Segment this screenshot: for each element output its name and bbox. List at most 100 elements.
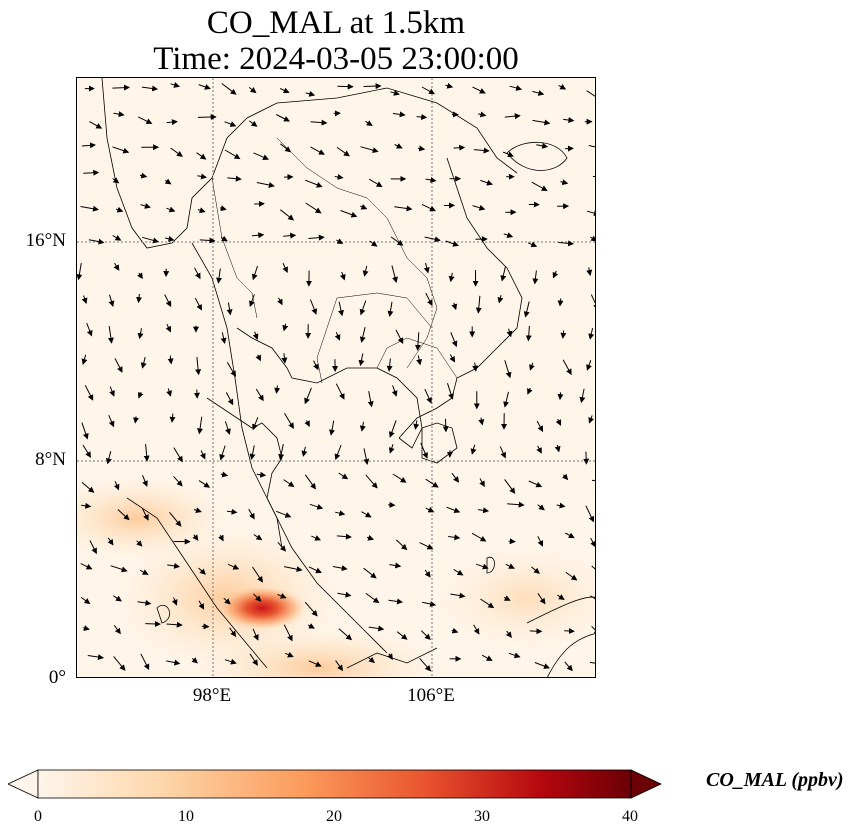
wind-vector [310,146,325,155]
wind-vector [338,301,344,317]
wind-vector [170,147,183,157]
wind-vector [334,174,344,180]
wind-vector [112,234,122,241]
wind-vector [166,206,176,213]
wind-vector [590,235,595,242]
wind-vector [169,511,182,527]
wind-vector [251,232,265,239]
wind-vector [332,565,348,572]
wind-vector [224,121,237,127]
wind-vector [171,597,178,606]
wind-vector [560,179,569,186]
wind-vector [219,445,226,461]
wind-vector [507,501,525,508]
wind-vector [308,566,322,574]
wind-vector [220,235,228,242]
wind-vector [590,595,595,603]
wind-vector [497,294,504,304]
wind-vector [194,267,201,280]
wind-vector [532,90,545,96]
wind-vector [450,592,466,599]
wind-vector [368,625,385,632]
wind-vector [113,625,121,635]
wind-vector [365,120,373,127]
wind-vector [563,117,575,123]
wind-vector [479,478,485,488]
wind-vector [591,479,595,482]
wind-vector [396,631,408,640]
wind-vector [279,209,295,221]
wind-vector [390,236,404,246]
colorbar [8,769,662,799]
wind-vector [89,540,97,555]
lon-label-106e: 106°E [407,685,455,706]
wind-vector [504,479,516,494]
wind-vector [525,325,532,342]
wind-vector [309,299,318,315]
wind-vector [417,145,426,152]
wind-vectors [77,82,595,672]
wind-vector [588,327,595,340]
wind-vector [472,204,486,211]
wind-vector [301,446,308,457]
wind-vector [308,234,325,241]
wind-vector [141,85,159,92]
wind-vector [284,566,303,573]
wind-vector [366,534,375,541]
wind-vector [81,142,96,149]
wind-vector [504,360,512,379]
wind-vector [252,628,259,641]
wind-vector [274,385,281,394]
wind-vector [256,471,267,478]
wind-vector [173,475,183,487]
wind-vector [531,181,548,191]
wind-vector [139,172,148,179]
wind-vector [84,384,94,401]
wind-vector [226,362,237,377]
wind-vector [480,598,495,609]
wind-vector [537,536,544,547]
wind-vector [448,272,455,283]
colorbar-label: CO_MAL (ppbv) [706,769,844,791]
wind-vector [167,355,174,365]
wind-vector [386,358,393,372]
wind-vector [216,268,223,284]
wind-vector [367,391,374,408]
wind-vector [363,83,382,90]
wind-vector [555,418,562,426]
wind-vector [305,202,322,214]
wind-vector [448,534,461,541]
colorbar-max-extend [630,769,662,799]
wind-vector [421,86,435,95]
wind-vector [449,354,456,363]
wind-vector [142,236,159,244]
wind-vector [451,302,458,311]
wind-vector [419,542,434,550]
wind-vector [361,511,372,518]
wind-vector [225,392,234,406]
wind-vector [170,82,180,88]
wind-vector [586,90,595,97]
wind-vector [391,265,398,283]
wind-vector [395,539,408,551]
map-canvas [77,78,595,677]
wind-vector [425,176,437,183]
wind-vector [304,420,310,427]
wind-vector [472,86,486,94]
wind-vector [145,620,161,627]
wind-vector [394,143,403,149]
wind-vector [451,472,460,483]
wind-vector [337,591,352,598]
wind-vector [392,473,407,483]
wind-vector [137,599,152,606]
wind-vector [139,569,149,575]
wind-vector [471,532,487,542]
wind-vector [446,506,461,514]
wind-vector [362,265,369,277]
colorbar-min-extend [8,769,39,799]
wind-vector [421,203,436,212]
wind-vector [137,328,144,340]
wind-vector [82,444,92,458]
wind-vector [255,388,264,402]
wind-vector [167,562,181,569]
